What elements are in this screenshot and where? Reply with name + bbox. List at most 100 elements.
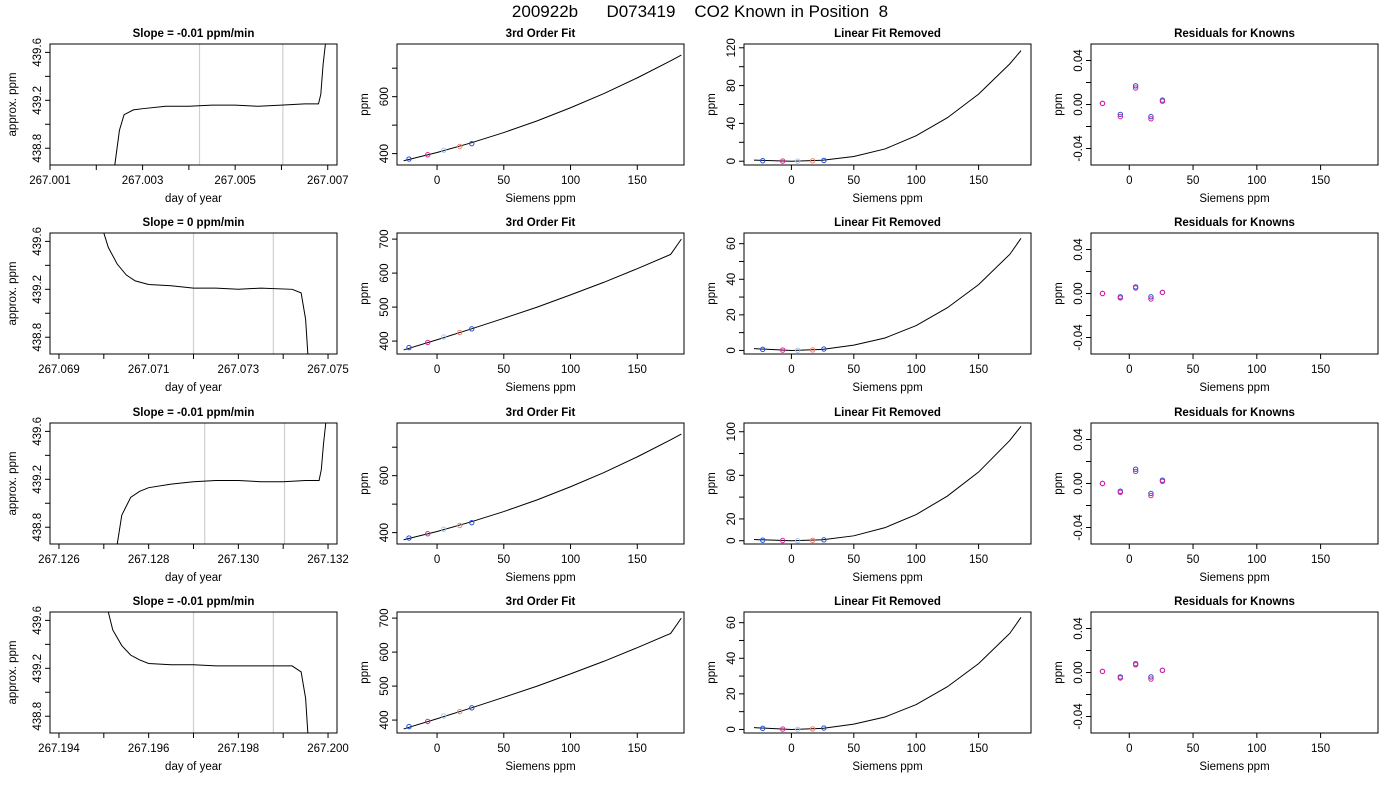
- panel-title: Residuals for Knowns: [1174, 596, 1295, 608]
- data-point: [1148, 296, 1154, 302]
- data-point: [779, 158, 786, 164]
- x-tick-label: 50: [497, 554, 510, 566]
- chart-panel-r3c2: 3rd Order Fit 0 50 100 150 Siemens ppm 400 600 p…: [359, 407, 685, 584]
- x-tick-label: 267.007: [307, 175, 349, 187]
- series-line: [107, 612, 309, 733]
- data-point: [1148, 294, 1154, 300]
- y-tick-label: 439.6: [32, 227, 44, 256]
- x-tick-label: 267.130: [218, 554, 260, 566]
- data-point: [794, 347, 801, 353]
- plot-area: [107, 612, 309, 733]
- plot-frame: [743, 611, 1032, 734]
- plot-frame: [1090, 43, 1379, 166]
- panel-title: 3rd Order Fit: [506, 28, 576, 40]
- y-tick-label: 700: [379, 609, 391, 628]
- data-point: [1159, 478, 1166, 484]
- plot-frame: [396, 422, 685, 545]
- data-point: [425, 718, 431, 725]
- x-axis-label: Siemens ppm: [852, 382, 922, 394]
- data-point: [1132, 83, 1139, 89]
- series-line: [114, 44, 326, 165]
- data-point: [469, 705, 475, 711]
- data-point: [425, 152, 431, 158]
- y-tick-label: 0.00: [1073, 661, 1085, 683]
- x-tick-label: 267.001: [29, 175, 71, 187]
- y-tick-label: 120: [726, 38, 738, 57]
- data-point: [1117, 489, 1124, 495]
- x-tick-label: 50: [497, 743, 510, 755]
- data-point: [779, 347, 786, 353]
- y-tick-label: 0.04: [1073, 617, 1085, 640]
- data-point: [760, 725, 766, 732]
- x-tick-label: 0: [1126, 743, 1132, 755]
- x-tick-label: 0: [434, 364, 440, 376]
- y-tick-label: 400: [379, 523, 391, 542]
- x-tick-label: 100: [907, 554, 926, 566]
- x-axis-label: Siemens ppm: [1199, 761, 1269, 773]
- plot-area: [753, 617, 1022, 732]
- plot-area: [753, 238, 1022, 353]
- y-tick-label: 0: [726, 347, 738, 353]
- y-tick-label: 40: [726, 117, 738, 130]
- panel-title: Residuals for Knowns: [1174, 407, 1295, 419]
- chart-panel-r3c1: Slope = -0.01 ppm/min 267.126 267.128 267.1…: [7, 407, 349, 584]
- y-tick-label: 700: [379, 230, 391, 249]
- x-tick-label: 150: [628, 175, 647, 187]
- x-tick-label: 150: [1311, 554, 1330, 566]
- x-tick-label: 100: [907, 175, 926, 187]
- x-tick-label: 150: [969, 743, 988, 755]
- data-point: [1117, 111, 1124, 118]
- y-axis-label: ppm: [1053, 282, 1065, 304]
- data-point: [406, 344, 412, 351]
- chart-panel-r1c3: Linear Fit Removed 0 50 100 150 Siemens ppm 0 4…: [706, 28, 1032, 205]
- x-axis-label: Siemens ppm: [505, 382, 575, 394]
- chart-panel-r4c1: Slope = -0.01 ppm/min 267.194 267.196 267.1…: [7, 596, 349, 773]
- x-axis-label: day of year: [165, 382, 222, 394]
- chart-panel-r1c2: 3rd Order Fit 0 50 100 150 Siemens ppm 400 600 p…: [359, 28, 685, 205]
- x-tick-label: 0: [788, 743, 794, 755]
- x-tick-label: 267.003: [122, 175, 164, 187]
- plot-area: [753, 50, 1022, 164]
- y-tick-label: 439.2: [32, 654, 44, 683]
- data-point: [425, 339, 431, 346]
- data-point: [469, 519, 475, 526]
- fit-curve: [753, 50, 1022, 162]
- y-axis-label: ppm: [706, 282, 718, 304]
- y-tick-label: 20: [726, 513, 738, 526]
- data-point: [406, 535, 412, 541]
- data-point: [457, 522, 463, 529]
- plot-frame: [1090, 611, 1379, 734]
- x-axis-label: Siemens ppm: [505, 193, 575, 205]
- x-tick-label: 150: [628, 364, 647, 376]
- chart-panel-r4c4: Residuals for Knowns 0 50 100 150 Siemens ppm…: [1053, 596, 1379, 773]
- chart-panel-r1c1: Slope = -0.01 ppm/min 267.001 267.003 267.0…: [7, 28, 349, 205]
- x-tick-label: 150: [1311, 364, 1330, 376]
- x-tick-label: 150: [628, 554, 647, 566]
- data-point: [1132, 468, 1139, 475]
- x-tick-label: 150: [969, 364, 988, 376]
- y-tick-label: 600: [379, 87, 391, 106]
- data-point: [1099, 100, 1106, 107]
- x-tick-label: 100: [1247, 554, 1266, 566]
- x-axis-label: Siemens ppm: [1199, 193, 1269, 205]
- x-tick-label: 267.194: [38, 743, 80, 755]
- series-line: [103, 233, 309, 354]
- chart-panel-r3c4: Residuals for Knowns 0 50 100 150 Siemens ppm…: [1053, 407, 1379, 584]
- y-tick-label: -0.04: [1073, 135, 1085, 162]
- plot-area: [114, 44, 326, 165]
- x-axis-label: Siemens ppm: [505, 572, 575, 584]
- data-point: [1148, 116, 1154, 122]
- fit-curve: [753, 617, 1022, 730]
- y-tick-label: 439.6: [32, 606, 44, 635]
- data-point: [809, 158, 816, 164]
- x-tick-label: 267.198: [218, 743, 260, 755]
- x-tick-label: 100: [561, 743, 580, 755]
- data-point: [1099, 668, 1106, 675]
- x-tick-label: 150: [628, 743, 647, 755]
- y-tick-label: 600: [379, 264, 391, 283]
- data-point: [1117, 295, 1124, 301]
- y-tick-label: 0.04: [1073, 49, 1085, 72]
- panel-title: Residuals for Knowns: [1174, 217, 1295, 229]
- data-point: [1117, 113, 1124, 120]
- plot-area: [403, 54, 682, 162]
